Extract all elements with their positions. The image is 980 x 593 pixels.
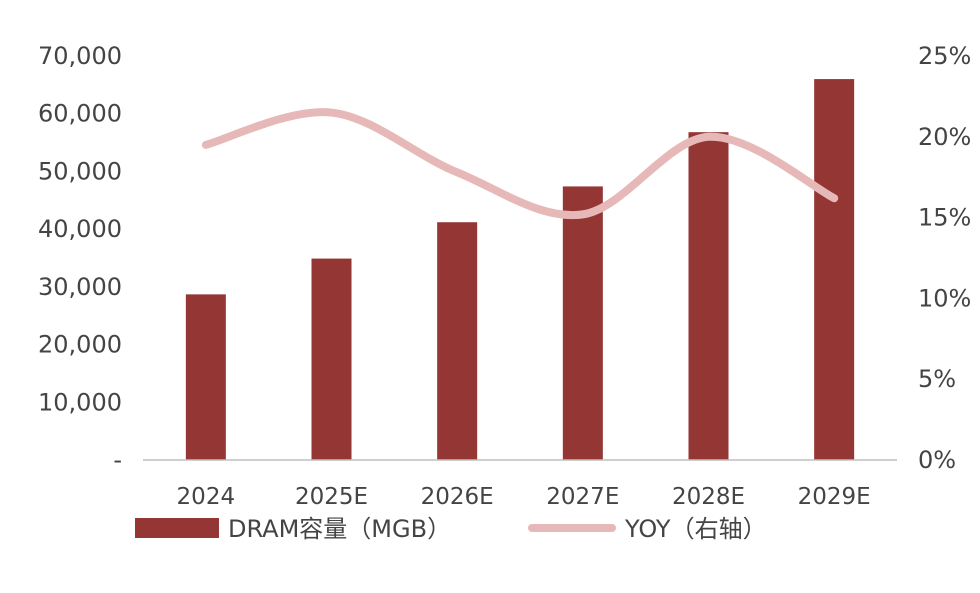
bar (185, 294, 226, 460)
legend-bar-swatch (135, 518, 219, 538)
bar (688, 132, 729, 460)
left-tick-label: 20,000 (38, 331, 122, 359)
left-tick-label: - (113, 446, 122, 474)
legend-bar-label: DRAM容量（MGB） (228, 515, 451, 543)
x-tick-label: 2027E (546, 484, 619, 510)
right-tick-label: 20% (918, 123, 971, 151)
left-tick-label: 40,000 (38, 215, 122, 243)
x-tick-label: 2029E (798, 484, 871, 510)
left-tick-label: 30,000 (38, 273, 122, 301)
right-axis-ticks: 0% 5% 10% 15% 20% 25% (918, 42, 971, 474)
x-tick-label: 2026E (421, 484, 494, 510)
right-tick-label: 0% (918, 446, 956, 474)
left-tick-label: 70,000 (38, 42, 122, 70)
x-tick-label: 2024 (177, 484, 236, 510)
bar (311, 258, 352, 460)
right-tick-label: 10% (918, 284, 971, 312)
x-tick-label: 2025E (295, 484, 368, 510)
bar (437, 222, 478, 460)
bar (814, 79, 855, 460)
left-tick-label: 50,000 (38, 157, 122, 185)
right-tick-label: 5% (918, 365, 956, 393)
left-tick-label: 10,000 (38, 388, 122, 416)
yoy-line (201, 108, 839, 220)
bar-series (185, 79, 855, 461)
bar (562, 186, 603, 461)
right-tick-label: 25% (918, 42, 971, 70)
right-tick-label: 15% (918, 204, 971, 232)
legend: DRAM容量（MGB） YOY（右轴） (135, 515, 767, 543)
left-axis-ticks: - 10,000 20,000 30,000 40,000 50,000 60,000 70,… (38, 42, 122, 474)
legend-line-label: YOY（右轴） (624, 515, 767, 543)
x-tick-label: 2028E (672, 484, 745, 510)
left-tick-label: 60,000 (38, 100, 122, 128)
x-axis-ticks: 2024 2025E 2026E 2027E 2028E 2029E (177, 484, 871, 510)
